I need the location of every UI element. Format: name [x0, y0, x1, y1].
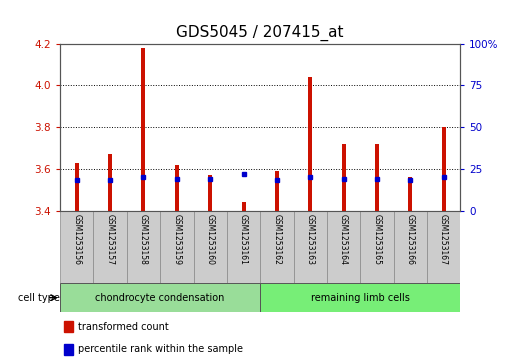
Text: GSM1253166: GSM1253166: [406, 214, 415, 265]
Text: GSM1253156: GSM1253156: [72, 214, 81, 265]
Text: transformed count: transformed count: [78, 322, 169, 332]
Bar: [194, 211, 227, 283]
Bar: [108, 154, 112, 211]
Bar: [293, 211, 327, 283]
Text: GSM1253160: GSM1253160: [206, 214, 214, 265]
Bar: [308, 77, 312, 211]
Text: percentile rank within the sample: percentile rank within the sample: [78, 344, 243, 354]
Bar: [260, 211, 293, 283]
Bar: [175, 164, 179, 211]
Bar: [360, 211, 393, 283]
Text: chondrocyte condensation: chondrocyte condensation: [96, 293, 225, 303]
Bar: [260, 283, 460, 312]
Bar: [64, 321, 73, 332]
Bar: [327, 211, 360, 283]
Text: remaining limb cells: remaining limb cells: [311, 293, 410, 303]
Bar: [94, 211, 127, 283]
Bar: [160, 211, 194, 283]
Bar: [227, 211, 260, 283]
Bar: [142, 48, 145, 211]
Text: GSM1253167: GSM1253167: [439, 214, 448, 265]
Bar: [342, 144, 346, 211]
Text: GSM1253163: GSM1253163: [306, 214, 315, 265]
Bar: [60, 283, 260, 312]
Text: GSM1253157: GSM1253157: [106, 214, 115, 265]
Bar: [64, 344, 73, 355]
Bar: [394, 211, 427, 283]
Bar: [441, 127, 446, 211]
Bar: [275, 171, 279, 211]
Bar: [242, 202, 245, 211]
Text: GSM1253165: GSM1253165: [372, 214, 381, 265]
Bar: [60, 211, 94, 283]
Text: GSM1253162: GSM1253162: [272, 214, 281, 265]
Bar: [75, 163, 79, 211]
Bar: [375, 144, 379, 211]
Bar: [408, 177, 412, 211]
Text: GSM1253161: GSM1253161: [239, 214, 248, 265]
Bar: [127, 211, 160, 283]
Text: GSM1253164: GSM1253164: [339, 214, 348, 265]
Text: GSM1253158: GSM1253158: [139, 214, 148, 265]
Title: GDS5045 / 207415_at: GDS5045 / 207415_at: [176, 25, 344, 41]
Text: cell type: cell type: [18, 293, 60, 303]
Bar: [208, 175, 212, 211]
Text: GSM1253159: GSM1253159: [173, 214, 181, 265]
Bar: [427, 211, 460, 283]
